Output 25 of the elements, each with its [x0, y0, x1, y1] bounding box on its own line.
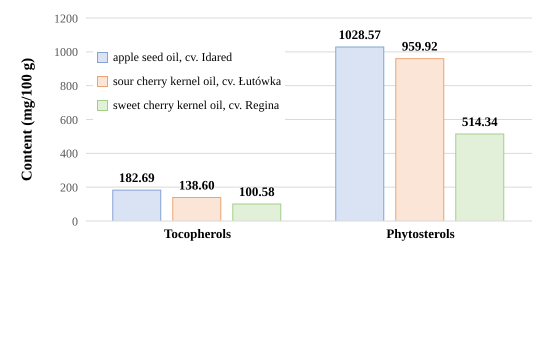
bar — [172, 197, 222, 221]
x-tick-label: Tocopherols — [164, 226, 232, 242]
data-label: 100.58 — [238, 184, 276, 199]
legend-label: sweet cherry kernel oil, cv. Regina — [113, 98, 280, 113]
data-label: 959.92 — [402, 38, 438, 54]
data-label: 514.34 — [462, 114, 498, 129]
y-tick-label: 800 — [60, 78, 78, 93]
bar — [395, 58, 444, 221]
data-label: 182.69 — [118, 170, 156, 186]
y-axis-title: Content (mg/100 g) — [19, 58, 36, 182]
y-tick-label: 200 — [60, 180, 78, 194]
y-tick-label: 600 — [60, 112, 78, 127]
data-label: 1028.57 — [338, 27, 382, 42]
legend-label: apple seed oil, cv. Idared — [113, 50, 232, 65]
legend-label: sour cherry kernel oil, cv. Łutówka — [113, 74, 282, 89]
bar — [455, 133, 504, 221]
data-label: 138.60 — [178, 178, 215, 193]
y-tick-label: 400 — [60, 146, 78, 161]
bar — [232, 203, 282, 221]
y-tick-label: 1200 — [54, 11, 78, 26]
x-tick-label: Phytosterols — [386, 226, 455, 242]
y-tick-label: 0 — [72, 214, 78, 228]
bar — [112, 190, 162, 221]
y-tick-label: 1000 — [54, 45, 78, 60]
bar — [335, 46, 384, 221]
